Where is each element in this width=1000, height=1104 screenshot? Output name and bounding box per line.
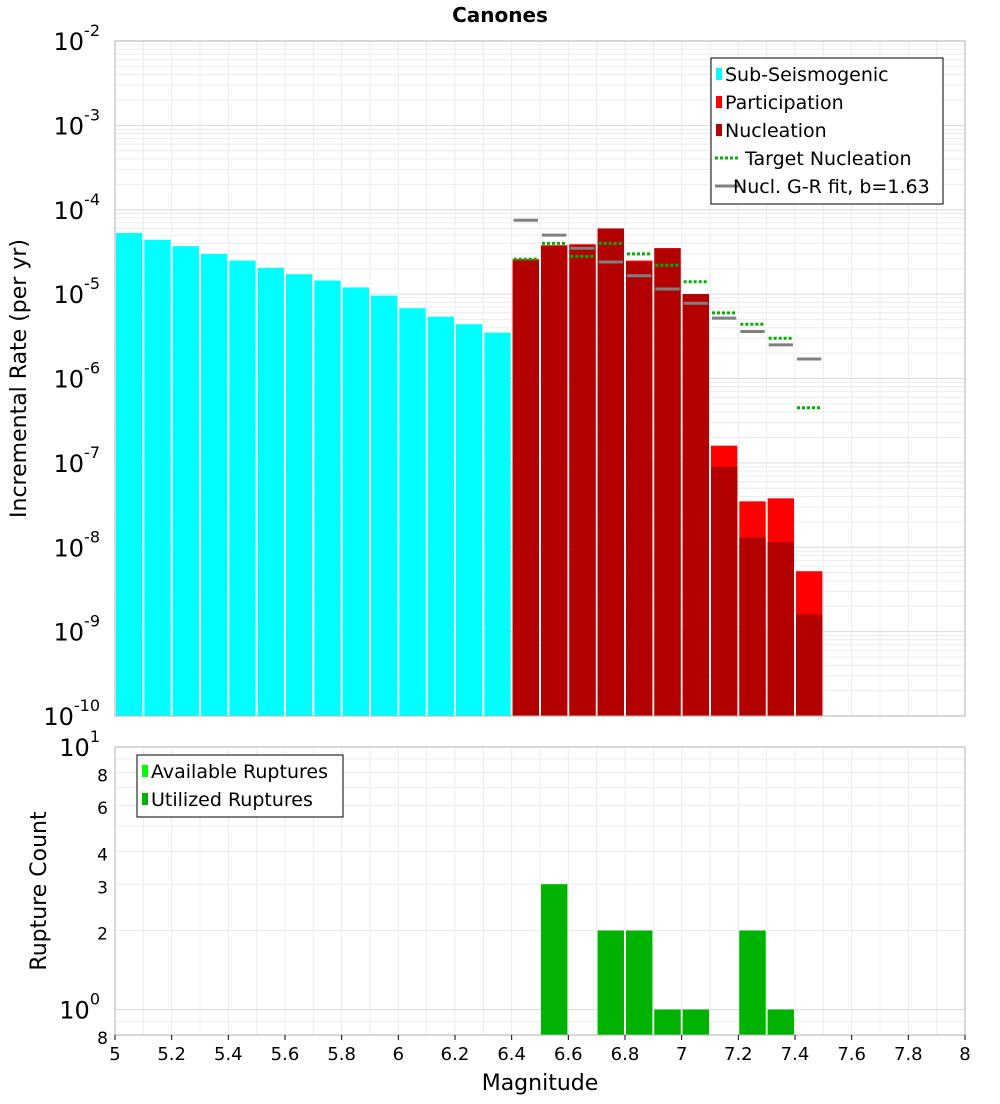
bar: [767, 1009, 794, 1035]
x-tick-label: 6.8: [611, 1044, 640, 1065]
plot-1: 10-2 10-3 10-4 10-5 10-6 10-7 10-8 10-9 10-10 Inc…: [7, 21, 966, 731]
y-tick-label: 10-10: [43, 696, 100, 731]
legend-swatch: [142, 793, 148, 805]
bar: [682, 1009, 709, 1035]
bar: [456, 324, 483, 716]
legend-entry: Utilized Ruptures: [151, 789, 313, 811]
legend-entry: Nucl. G-R fit, b=1.63: [733, 176, 930, 198]
y-tick-label: 10-3: [54, 105, 101, 140]
bar: [342, 287, 369, 716]
x-tick-label: 7.6: [837, 1044, 866, 1065]
y-tick-label: 2: [97, 925, 108, 945]
y-tick-label: 10-2: [54, 21, 101, 56]
x-tick-label: 7.8: [894, 1044, 923, 1065]
x-tick-label: 7: [676, 1044, 687, 1065]
legend-entry: Available Ruptures: [151, 761, 328, 783]
legend-box: [136, 754, 344, 818]
bar: [739, 930, 766, 1035]
y-tick-label: 100: [59, 990, 100, 1025]
y-tick-label: 10-5: [54, 274, 101, 309]
x-tick-label: 7.4: [781, 1044, 810, 1065]
bar: [116, 233, 143, 716]
bar: [711, 466, 738, 716]
bar: [512, 260, 539, 716]
legend-swatch: [716, 96, 722, 108]
bar: [484, 332, 511, 716]
series-utilized-ruptures: [541, 884, 794, 1035]
bar: [767, 542, 794, 716]
x-tick-label: 6.2: [441, 1044, 470, 1065]
bar: [654, 1009, 681, 1035]
y-axis-label: Rupture Count: [27, 811, 52, 971]
bar: [626, 262, 653, 716]
legend-entry: Target Nucleation: [744, 148, 912, 170]
bar: [597, 930, 624, 1035]
legend-box: [710, 57, 944, 205]
bar: [201, 253, 228, 716]
y-tick-label: 6: [97, 799, 108, 819]
legend-swatch: [142, 765, 148, 777]
series-nucleation: [512, 228, 823, 717]
series-target-nucleation: [513, 241, 822, 410]
plot-frame: [114, 40, 966, 717]
legend-entry: Participation: [725, 92, 844, 114]
bar: [796, 614, 823, 716]
x-tick-label: 6.4: [497, 1044, 526, 1065]
y-tick-label: 10-4: [54, 190, 101, 225]
bar: [427, 316, 454, 716]
bar: [541, 246, 568, 716]
legend-swatch: [716, 68, 722, 80]
y-tick-label: 10-9: [54, 612, 101, 647]
y-tick-label: 10-6: [54, 359, 101, 394]
bar: [286, 274, 313, 716]
y-tick-label: 8: [97, 1029, 108, 1049]
x-tick-label: 5.8: [327, 1044, 356, 1065]
x-tick-label: 7.2: [724, 1044, 753, 1065]
y-tick-label: 101: [59, 727, 100, 762]
bar: [257, 267, 284, 716]
y-tick-label: 8: [97, 766, 108, 786]
x-tick-label: 6.6: [554, 1044, 583, 1065]
legend: Sub-Seismogenic Participation Nucleation Ta…: [710, 57, 944, 205]
bar: [597, 228, 624, 716]
bar: [314, 280, 341, 716]
y-axis-label: Incremental Rate (per yr): [7, 239, 32, 518]
x-tick-label: 6: [393, 1044, 404, 1065]
bar: [172, 246, 199, 716]
bar: [541, 884, 568, 1035]
y-tick-label: 3: [97, 878, 108, 898]
x-tick-label: 5.2: [157, 1044, 186, 1065]
chart-title: Canones: [452, 3, 548, 27]
x-axis: 5 5.2 5.4 5.6 5.8 6 6.2 6.4 6.6 6.8 7 7.2 7.4 7.6 7.8 8: [109, 1035, 971, 1065]
bar: [654, 248, 681, 717]
y-tick-label: 4: [97, 845, 108, 865]
bar: [229, 260, 256, 716]
plot-2: 101 8 6 4 3 2 100 8 Rupture Count Available Ruptu…: [27, 727, 966, 1049]
plot-frame: [114, 746, 966, 1036]
series-sub-seismogenic: [116, 233, 511, 716]
legend: Available Ruptures Utilized Ruptures: [136, 754, 344, 818]
x-tick-label: 5.6: [271, 1044, 300, 1065]
bar: [144, 239, 171, 716]
legend-entry: Nucleation: [725, 120, 827, 142]
bar: [739, 537, 766, 716]
x-tick-label: 8: [959, 1044, 970, 1065]
series-nucl-g-r-fit-b-1-63: [513, 218, 822, 361]
y-tick-label: 10-8: [54, 527, 101, 562]
bar: [399, 308, 426, 716]
bar: [626, 930, 653, 1035]
x-axis-label: Magnitude: [482, 1071, 599, 1096]
legend-swatch: [716, 124, 722, 136]
x-tick-label: 5: [109, 1044, 120, 1065]
bar: [371, 295, 398, 716]
bar: [682, 294, 709, 716]
x-tick-label: 5.4: [214, 1044, 243, 1065]
y-tick-label: 10-7: [54, 443, 101, 478]
legend-entry: Sub-Seismogenic: [725, 64, 889, 86]
bar: [569, 245, 596, 717]
